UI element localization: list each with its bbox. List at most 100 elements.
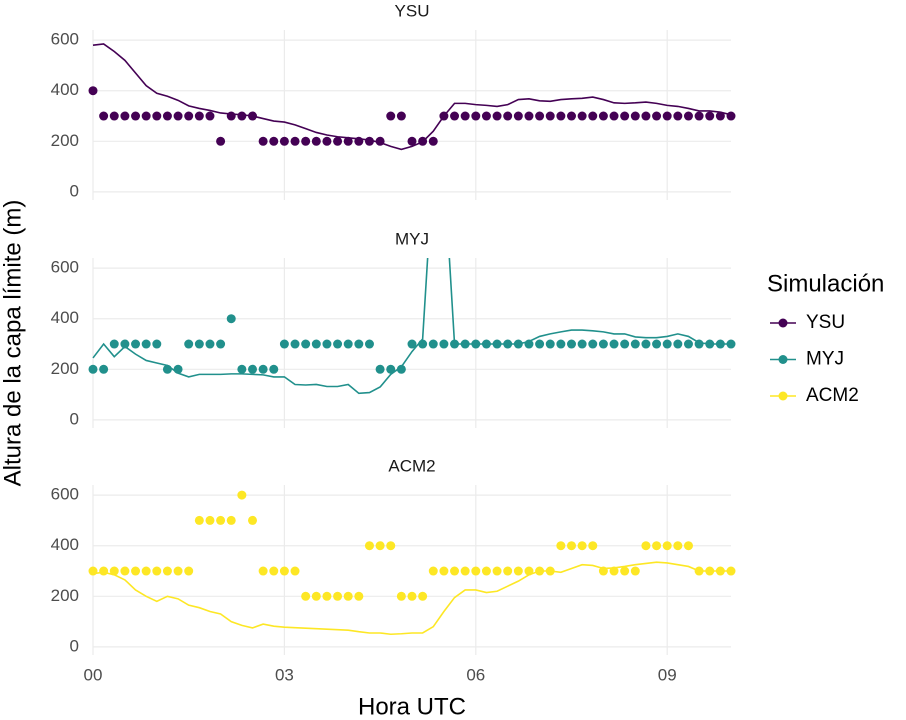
data-point: [726, 566, 736, 576]
data-point: [481, 339, 491, 349]
data-point: [120, 339, 130, 349]
data-point: [652, 339, 662, 349]
data-point: [120, 566, 130, 576]
data-point: [535, 111, 545, 121]
data-point: [683, 339, 693, 349]
data-point: [492, 111, 502, 121]
y-tick-label: 200: [51, 586, 79, 605]
data-point: [673, 111, 683, 121]
data-point: [694, 111, 704, 121]
legend-key-point: [778, 318, 788, 328]
data-point: [460, 111, 470, 121]
data-point: [162, 111, 172, 121]
data-point: [205, 339, 215, 349]
strip-title: MYJ: [395, 229, 429, 248]
data-point: [418, 591, 428, 601]
data-point: [269, 566, 279, 576]
data-point: [460, 566, 470, 576]
x-tick-label: 00: [84, 665, 103, 684]
data-point: [226, 111, 236, 121]
data-point: [162, 364, 172, 374]
data-point: [364, 339, 374, 349]
data-point: [439, 566, 449, 576]
data-point: [311, 136, 321, 146]
data-point: [131, 111, 141, 121]
data-point: [216, 515, 226, 525]
y-tick-label: 400: [51, 535, 79, 554]
data-point: [386, 541, 396, 551]
data-point: [705, 339, 715, 349]
legend-label: MYJ: [806, 349, 844, 370]
data-point: [396, 364, 406, 374]
data-point: [418, 339, 428, 349]
data-point: [694, 566, 704, 576]
data-point: [556, 541, 566, 551]
data-point: [715, 339, 725, 349]
y-tick-label: 0: [70, 636, 79, 655]
series-line: [92, 258, 731, 395]
data-point: [237, 111, 247, 121]
y-tick-label: 600: [51, 30, 79, 49]
data-point: [567, 111, 576, 121]
data-point: [88, 86, 98, 96]
data-point: [226, 314, 236, 324]
data-point: [301, 136, 311, 146]
data-point: [248, 111, 257, 121]
data-point: [216, 339, 226, 349]
x-tick-label: 06: [466, 665, 485, 684]
data-point: [428, 136, 438, 146]
data-point: [683, 541, 693, 551]
y-tick-label: 600: [51, 258, 79, 277]
data-point: [535, 339, 545, 349]
data-point: [524, 566, 534, 576]
data-point: [598, 339, 608, 349]
y-tick-label: 400: [51, 308, 79, 327]
data-point: [545, 339, 555, 349]
data-point: [290, 339, 300, 349]
data-point: [237, 490, 247, 500]
data-point: [620, 339, 630, 349]
data-point: [513, 111, 523, 121]
data-point: [577, 541, 587, 551]
data-point: [226, 515, 236, 525]
data-point: [630, 566, 640, 576]
data-point: [567, 339, 576, 349]
data-point: [375, 364, 385, 374]
data-point: [152, 566, 162, 576]
data-point: [258, 566, 268, 576]
data-point: [726, 339, 736, 349]
data-point: [396, 111, 406, 121]
data-point: [641, 541, 651, 551]
data-point: [577, 111, 587, 121]
data-point: [620, 566, 630, 576]
data-point: [450, 339, 460, 349]
data-point: [109, 111, 119, 121]
data-point: [162, 566, 172, 576]
data-point: [99, 364, 109, 374]
data-point: [184, 339, 194, 349]
x-axis-title: Hora UTC: [358, 693, 466, 720]
data-point: [184, 566, 194, 576]
data-point: [588, 111, 598, 121]
y-axis-title: Altura de la capa límite (m): [0, 200, 26, 487]
data-point: [279, 566, 289, 576]
data-point: [503, 111, 513, 121]
data-point: [301, 339, 311, 349]
data-point: [386, 111, 396, 121]
series-line: [92, 561, 731, 636]
data-point: [577, 339, 587, 349]
data-point: [535, 566, 545, 576]
data-point: [481, 111, 491, 121]
data-point: [450, 566, 460, 576]
data-point: [343, 136, 353, 146]
data-point: [109, 566, 119, 576]
data-point: [715, 566, 725, 576]
data-point: [364, 541, 374, 551]
data-point: [662, 111, 672, 121]
y-tick-label: 0: [70, 181, 79, 200]
data-point: [662, 541, 672, 551]
data-point: [609, 339, 619, 349]
data-point: [109, 339, 119, 349]
data-point: [439, 339, 449, 349]
